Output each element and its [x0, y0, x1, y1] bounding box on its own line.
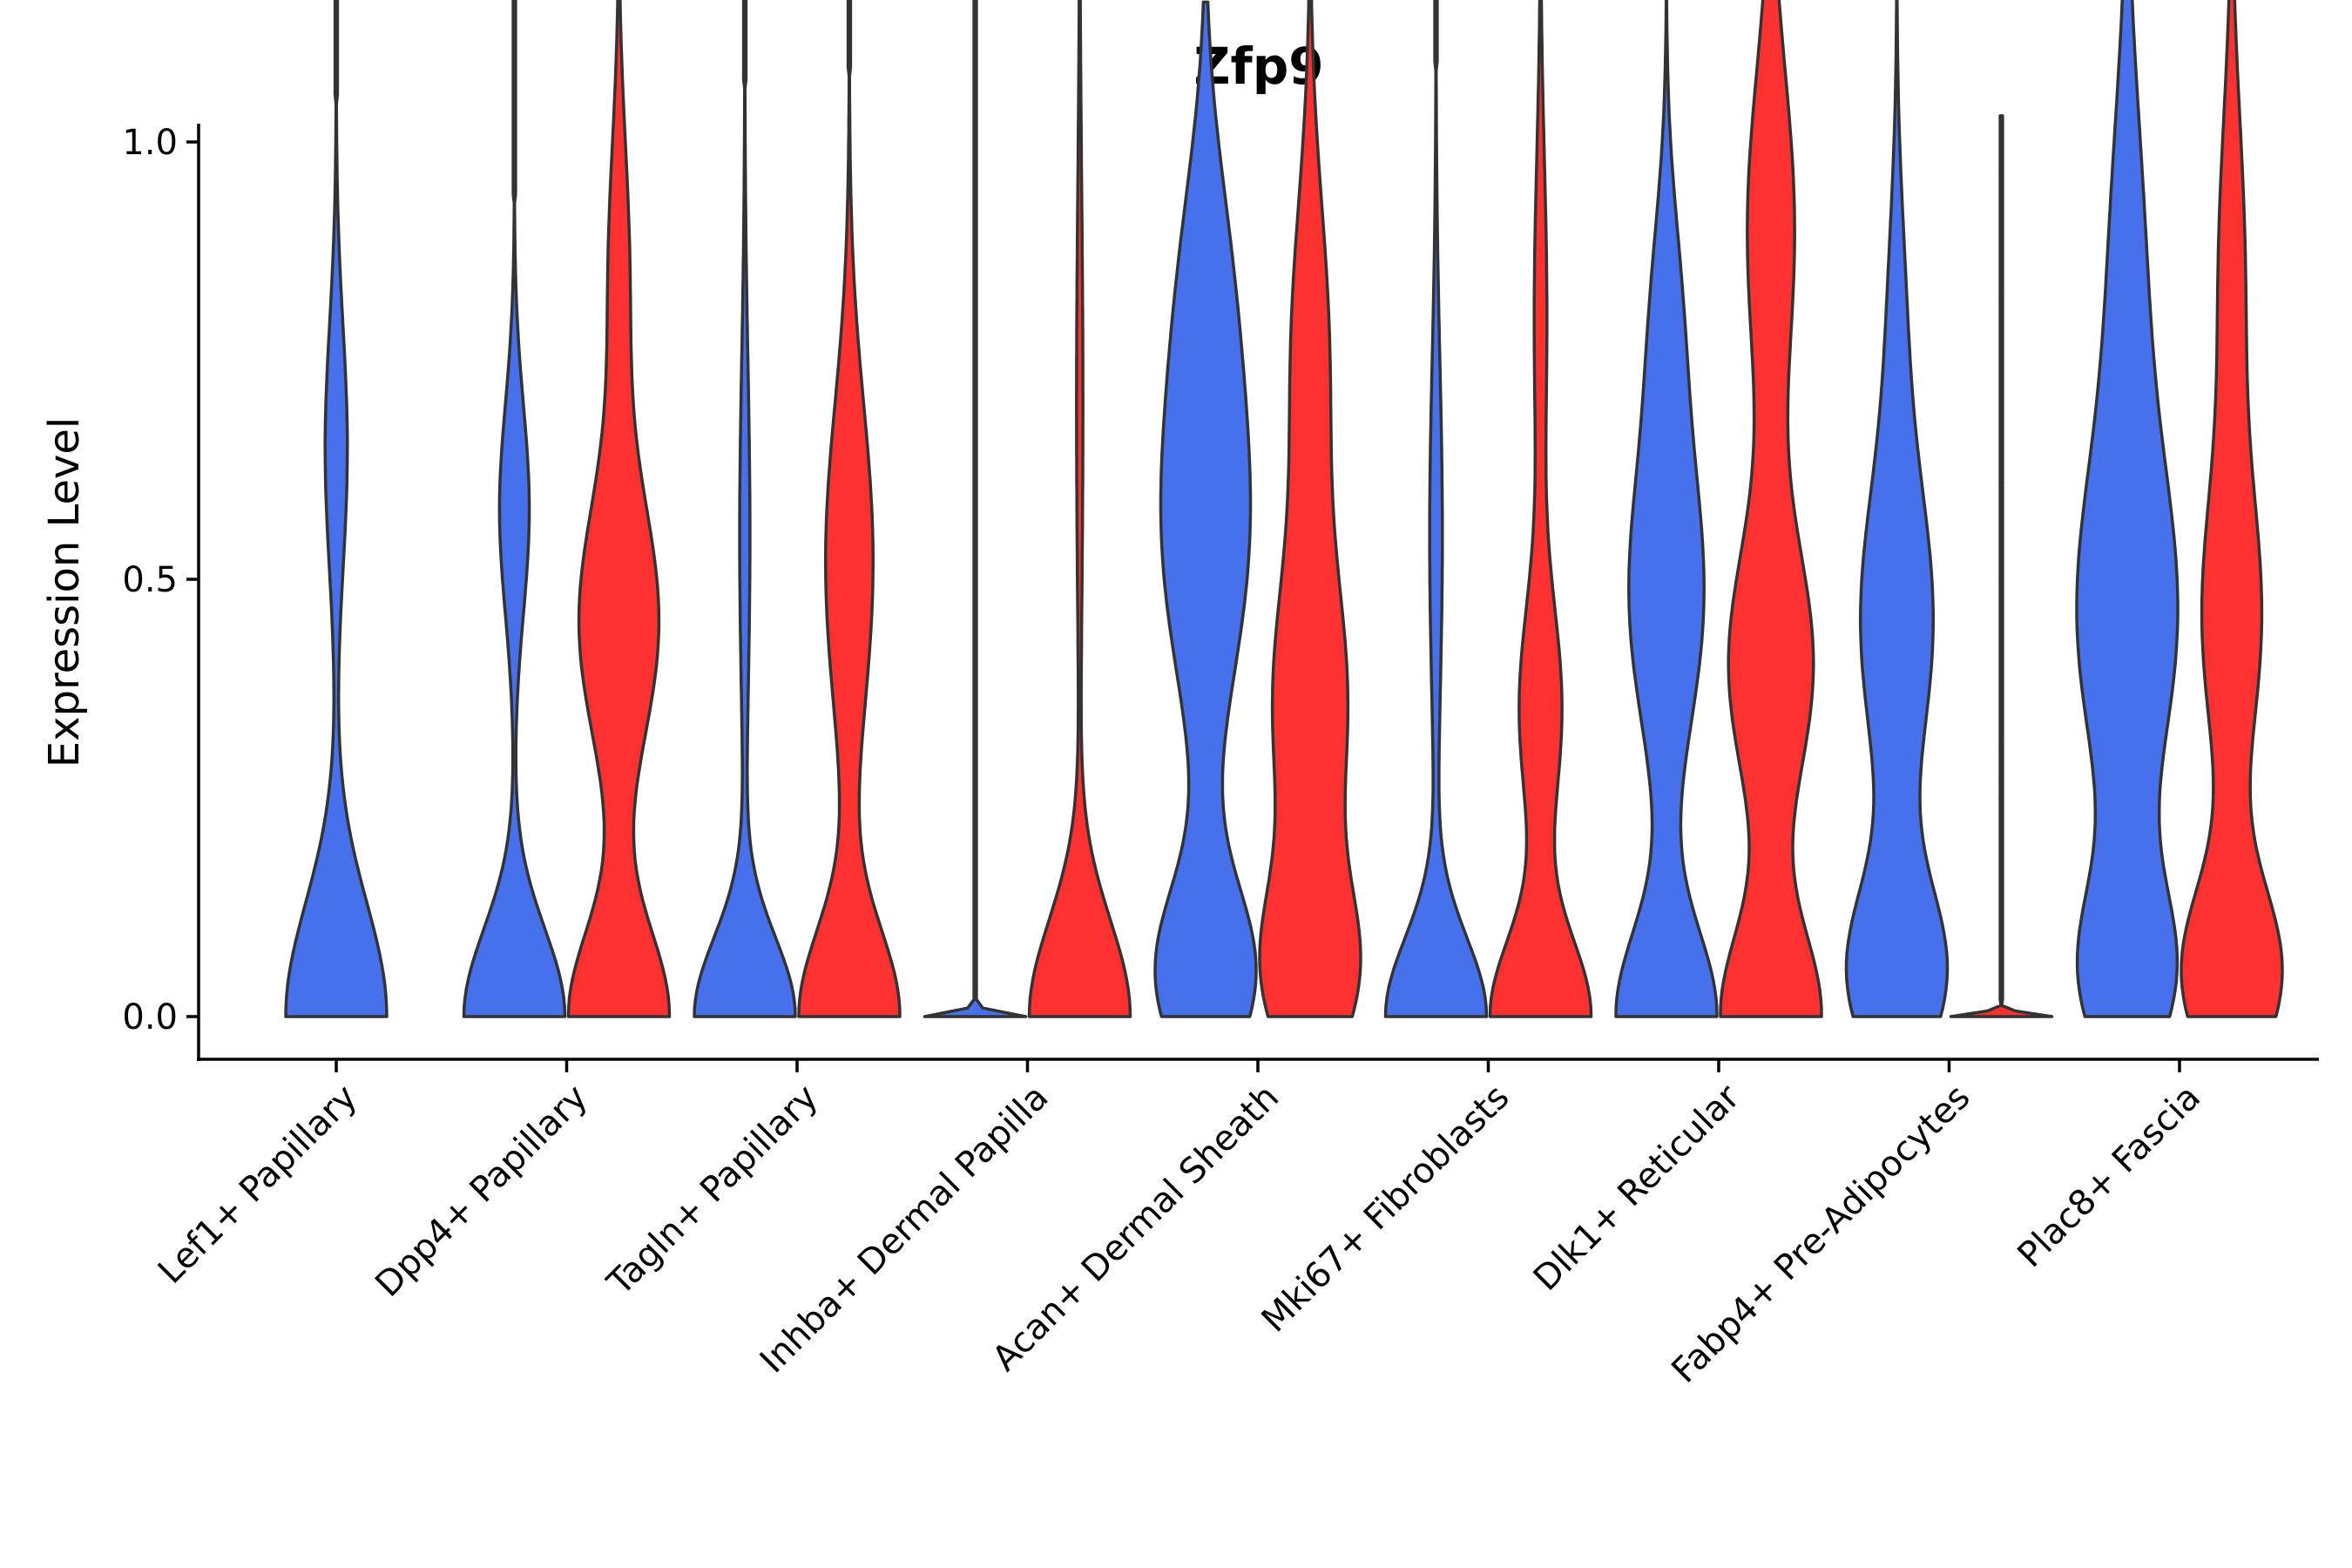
data-point	[1998, 777, 2004, 784]
violin-2-5	[1258, 0, 1362, 1018]
data-point	[1998, 296, 2004, 302]
data-point	[1998, 165, 2004, 172]
x-tick-label: Dpp4+ Papillary	[368, 1078, 595, 1305]
y-tick-label: 0.5	[122, 560, 178, 600]
x-tick-label: Lef1+ Papillary	[151, 1078, 365, 1292]
violin-2-9	[2180, 0, 2284, 1018]
violin-1-1	[284, 0, 389, 1018]
violin-1-7	[1614, 0, 1719, 1018]
x-tick-label: Dlk1+ Reticular	[1526, 1077, 1748, 1299]
violin-1-3	[693, 0, 797, 1018]
x-tick-label: Plac8+ Fascia	[2011, 1078, 2209, 1276]
data-point	[1998, 742, 2004, 748]
y-axis: 0.00.51.01.52.0	[122, 123, 200, 1061]
y-axis-label: Expression Level	[40, 417, 89, 768]
violin-1-8	[1844, 0, 1950, 1018]
x-tick-label: Tagln+ Papillary	[599, 1078, 826, 1304]
violin-2-2	[566, 0, 672, 1018]
x-tick-label: Mki67+ Fibroblasts	[1254, 1078, 1517, 1341]
violin-layer	[284, 0, 2284, 1018]
y-tick-label: 1.0	[122, 123, 178, 163]
data-point	[1998, 121, 2004, 128]
violin-2-8	[1949, 114, 2054, 1018]
x-axis: Lef1+ Papillary Dpp4+ Papillary Tagln+ Pap…	[151, 1058, 2319, 1391]
data-point	[1998, 794, 2004, 801]
violin-1-5	[1153, 0, 1258, 1018]
violin-2-7	[1719, 0, 1823, 1018]
violin-2-6	[1488, 0, 1593, 1018]
violin-1-9	[2075, 0, 2180, 1018]
violin-2-3	[797, 0, 902, 1018]
chart-title: Zfp9	[1193, 37, 1323, 96]
violin-1-6	[1383, 0, 1489, 1018]
y-tick-label: 0.0	[122, 997, 178, 1037]
violin-1-2	[462, 0, 567, 1018]
data-point	[1998, 480, 2004, 486]
violin-1-4	[923, 0, 1028, 1018]
violin-2-4	[1027, 0, 1132, 1018]
data-point	[1998, 576, 2004, 583]
data-point	[1998, 839, 2004, 845]
